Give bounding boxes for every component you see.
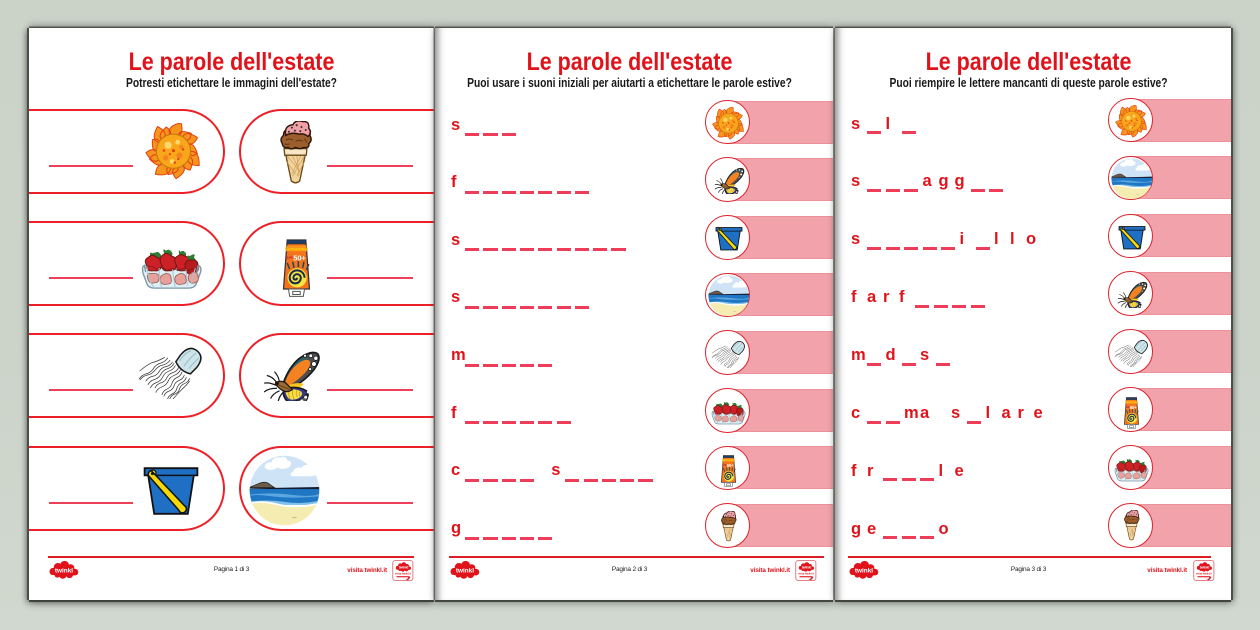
svg-text:twinkl: twinkl: [855, 568, 873, 575]
svg-text:twinkl: twinkl: [456, 568, 474, 575]
svg-text:visita twinkl.it: visita twinkl.it: [395, 572, 411, 575]
svg-text:visita twinkl.it: visita twinkl.it: [798, 572, 814, 575]
svg-text:twinkl: twinkl: [399, 565, 409, 569]
svg-text:twinkl: twinkl: [55, 568, 73, 575]
svg-text:visita twinkl.it: visita twinkl.it: [1196, 572, 1212, 575]
svg-text:twinkl: twinkl: [1200, 565, 1210, 569]
svg-text:twinkl: twinkl: [802, 565, 812, 569]
